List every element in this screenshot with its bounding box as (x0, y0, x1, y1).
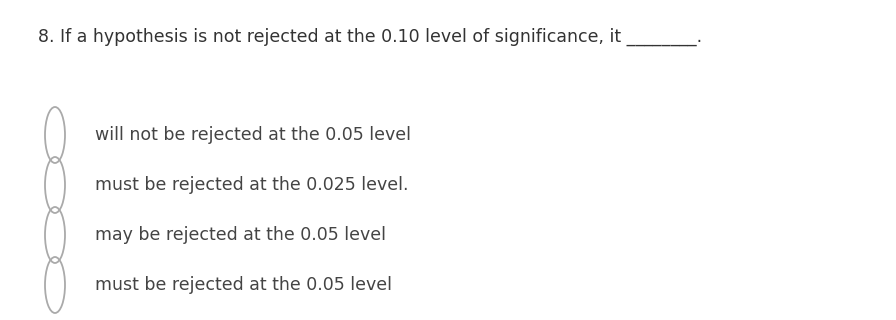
Text: may be rejected at the 0.05 level: may be rejected at the 0.05 level (95, 226, 386, 244)
Text: must be rejected at the 0.05 level: must be rejected at the 0.05 level (95, 276, 392, 294)
Text: will not be rejected at the 0.05 level: will not be rejected at the 0.05 level (95, 126, 411, 144)
Text: 8. If a hypothesis is not rejected at the 0.10 level of significance, it _______: 8. If a hypothesis is not rejected at th… (38, 28, 702, 46)
Text: must be rejected at the 0.025 level.: must be rejected at the 0.025 level. (95, 176, 409, 194)
